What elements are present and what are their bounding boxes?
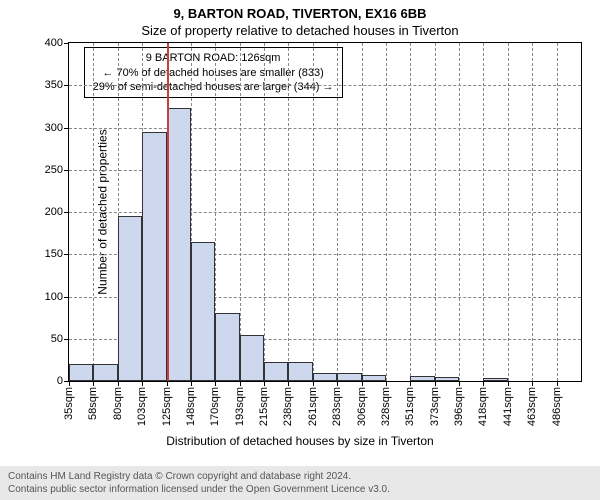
gridline-v xyxy=(532,43,533,381)
x-tick-mark xyxy=(69,381,70,386)
annotation-box: 9 BARTON ROAD: 126sqm ← 70% of detached … xyxy=(84,47,343,98)
y-tick-label: 100 xyxy=(45,291,69,303)
x-tick-mark xyxy=(93,381,94,386)
x-tick-mark xyxy=(240,381,241,386)
gridline-v xyxy=(337,43,338,381)
page-subtitle: Size of property relative to detached ho… xyxy=(10,23,590,38)
y-tick-label: 200 xyxy=(45,206,69,218)
gridline-h xyxy=(69,128,581,129)
x-tick-label: 396sqm xyxy=(453,387,465,426)
x-tick-label: 328sqm xyxy=(380,387,392,426)
histogram-bar xyxy=(288,362,312,381)
gridline-v xyxy=(288,43,289,381)
x-tick-mark xyxy=(557,381,558,386)
y-tick-label: 50 xyxy=(51,333,69,345)
x-axis-label: Distribution of detached houses by size … xyxy=(10,434,590,448)
x-tick-label: 463sqm xyxy=(526,387,538,426)
x-tick-mark xyxy=(118,381,119,386)
x-tick-label: 80sqm xyxy=(112,387,124,420)
x-tick-mark xyxy=(410,381,411,386)
y-tick-label: 350 xyxy=(45,79,69,91)
gridline-v xyxy=(240,43,241,381)
x-tick-label: 103sqm xyxy=(136,387,148,426)
page-title: 9, BARTON ROAD, TIVERTON, EX16 6BB xyxy=(10,6,590,21)
histogram-bar xyxy=(264,362,288,381)
histogram-bar xyxy=(240,335,264,381)
gridline-v xyxy=(264,43,265,381)
gridline-v xyxy=(557,43,558,381)
x-tick-mark xyxy=(435,381,436,386)
x-tick-label: 351sqm xyxy=(404,387,416,426)
histogram-bar xyxy=(69,364,93,381)
x-tick-label: 35sqm xyxy=(63,387,75,420)
x-tick-label: 148sqm xyxy=(185,387,197,426)
x-tick-mark xyxy=(483,381,484,386)
y-tick-label: 250 xyxy=(45,164,69,176)
x-tick-mark xyxy=(215,381,216,386)
y-tick-label: 400 xyxy=(45,37,69,49)
x-tick-mark xyxy=(459,381,460,386)
x-tick-mark xyxy=(362,381,363,386)
x-tick-label: 215sqm xyxy=(258,387,270,426)
gridline-v xyxy=(362,43,363,381)
y-tick-label: 150 xyxy=(45,248,69,260)
gridline-v xyxy=(508,43,509,381)
histogram-bar xyxy=(410,376,434,381)
histogram-bar xyxy=(142,132,166,381)
x-tick-mark xyxy=(508,381,509,386)
chart-container: 9, BARTON ROAD, TIVERTON, EX16 6BB Size … xyxy=(0,0,600,500)
x-tick-mark xyxy=(264,381,265,386)
highlight-line xyxy=(167,43,169,381)
x-tick-mark xyxy=(167,381,168,386)
histogram-bar xyxy=(435,377,459,381)
footer-line: Contains public sector information licen… xyxy=(8,483,592,496)
x-tick-mark xyxy=(386,381,387,386)
footer: Contains HM Land Registry data © Crown c… xyxy=(0,466,600,500)
histogram-bar xyxy=(167,108,191,381)
gridline-v xyxy=(313,43,314,381)
histogram-bar xyxy=(191,242,215,381)
gridline-v xyxy=(459,43,460,381)
x-tick-label: 238sqm xyxy=(282,387,294,426)
x-tick-mark xyxy=(313,381,314,386)
annotation-line: ← 70% of detached houses are smaller (83… xyxy=(93,66,334,80)
gridline-v xyxy=(410,43,411,381)
footer-line: Contains HM Land Registry data © Crown c… xyxy=(8,470,592,483)
x-tick-label: 283sqm xyxy=(331,387,343,426)
x-tick-label: 373sqm xyxy=(429,387,441,426)
gridline-v xyxy=(483,43,484,381)
histogram-bar xyxy=(483,378,507,381)
gridline-v xyxy=(93,43,94,381)
x-tick-label: 170sqm xyxy=(209,387,221,426)
x-tick-mark xyxy=(191,381,192,386)
gridline-h xyxy=(69,85,581,86)
histogram-bar xyxy=(93,364,117,381)
x-tick-mark xyxy=(288,381,289,386)
x-tick-label: 193sqm xyxy=(234,387,246,426)
x-tick-label: 486sqm xyxy=(551,387,563,426)
x-tick-mark xyxy=(337,381,338,386)
plot-region: 9 BARTON ROAD: 126sqm ← 70% of detached … xyxy=(68,42,582,382)
x-tick-label: 441sqm xyxy=(502,387,514,426)
x-tick-label: 306sqm xyxy=(356,387,368,426)
histogram-bar xyxy=(337,373,361,381)
histogram-bar xyxy=(215,313,239,381)
histogram-bar xyxy=(313,373,337,381)
x-tick-label: 418sqm xyxy=(477,387,489,426)
x-tick-label: 125sqm xyxy=(161,387,173,426)
gridline-v xyxy=(386,43,387,381)
annotation-line: 29% of semi-detached houses are larger (… xyxy=(93,80,334,94)
gridline-v xyxy=(435,43,436,381)
y-tick-label: 0 xyxy=(57,375,69,387)
y-tick-label: 300 xyxy=(45,122,69,134)
x-tick-mark xyxy=(142,381,143,386)
x-tick-label: 261sqm xyxy=(307,387,319,426)
chart-area: Number of detached properties 9 BARTON R… xyxy=(68,42,582,382)
annotation-line: 9 BARTON ROAD: 126sqm xyxy=(93,51,334,65)
x-tick-label: 58sqm xyxy=(87,387,99,420)
x-tick-mark xyxy=(532,381,533,386)
histogram-bar xyxy=(362,375,386,381)
histogram-bar xyxy=(118,216,142,381)
